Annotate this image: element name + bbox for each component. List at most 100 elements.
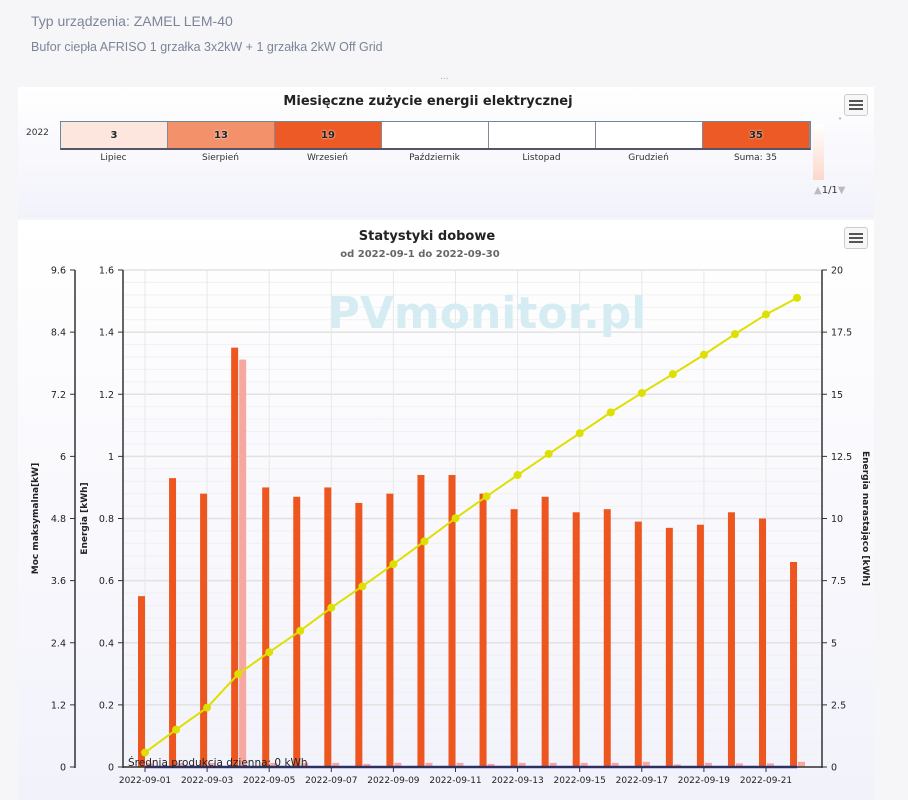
cumulative-tick-label: 12.5 <box>831 452 852 463</box>
energy-bar <box>355 502 363 767</box>
heatmap-month-label: Sierpień <box>202 153 239 163</box>
heatmap-cell[interactable] <box>382 122 489 148</box>
cumulative-tick-label: 2.5 <box>831 700 846 711</box>
energy-bar <box>541 496 549 767</box>
daily-chart: Statystyki dobowe od 2022-09-1 do 2022-0… <box>31 229 870 786</box>
max-power-bar <box>673 764 681 767</box>
energy-bar <box>324 487 332 767</box>
heatmap-cell[interactable]: 3 <box>61 122 168 148</box>
cumulative-tick-label: 15 <box>831 390 843 401</box>
energy-tick-label: 1.6 <box>99 266 114 277</box>
cumulative-point <box>482 492 491 501</box>
energy-bar <box>200 493 208 767</box>
power-tick-label: 4.8 <box>51 514 66 525</box>
more-indicator[interactable]: ... <box>440 72 449 82</box>
energy-bar <box>479 493 487 767</box>
pager-text: 1/1 <box>821 185 838 196</box>
max-power-bar <box>580 762 588 767</box>
power-tick-label: 9.6 <box>51 266 66 277</box>
power-tick-label: 8.4 <box>51 328 66 339</box>
max-power-bar <box>394 762 402 767</box>
max-power-bar <box>363 763 371 767</box>
cumulative-point <box>699 350 708 359</box>
heatmap-month-label: Listopad <box>522 153 561 163</box>
energy-tick-label: 0 <box>108 763 114 774</box>
heatmap-cell[interactable]: 19 <box>275 122 382 148</box>
hamburger-icon[interactable] <box>844 227 868 249</box>
cumulative-point <box>327 603 336 612</box>
max-power-bar <box>177 762 185 767</box>
cumulative-tick-label: 5 <box>831 638 837 649</box>
x-tick-label: 2022-09-21 <box>740 776 792 786</box>
cumulative-tick-label: 17.5 <box>831 328 852 339</box>
heatmap-cell[interactable] <box>489 122 596 148</box>
x-tick-label: 2022-09-19 <box>678 776 731 786</box>
cumulative-point <box>451 514 460 523</box>
cumulative-point <box>606 408 615 417</box>
chart-title: Statystyki dobowe <box>359 229 496 244</box>
heatmap-cell[interactable]: 35 <box>703 122 810 148</box>
max-power-bar <box>456 762 464 767</box>
energy-bar <box>386 493 394 767</box>
x-tick-label: 2022-09-07 <box>305 776 357 786</box>
cumulative-point <box>203 703 212 712</box>
chart-subtitle: od 2022-09-1 do 2022-09-30 <box>340 249 500 260</box>
cumulative-tick-label: 7.5 <box>831 576 846 587</box>
heatmap-month-label: Wrzesień <box>307 153 348 163</box>
energy-bar <box>262 487 270 767</box>
hamburger-icon[interactable] <box>844 94 868 116</box>
pager-down-icon[interactable]: ▼ <box>837 185 846 196</box>
device-type: Typ urządzenia: ZAMEL LEM-40 <box>31 13 233 29</box>
cumulative-point <box>637 389 646 398</box>
energy-bar <box>138 596 145 767</box>
cumulative-point <box>141 748 149 757</box>
energy-bar <box>665 527 673 767</box>
daily-stats-panel: Statystyki dobowe od 2022-09-1 do 2022-0… <box>18 220 874 800</box>
heatmap-cell[interactable]: 13 <box>168 122 275 148</box>
legend-pager: ▲1/1▼ <box>814 185 846 196</box>
x-tick-label: 2022-09-13 <box>491 776 543 786</box>
energy-bar <box>634 521 642 767</box>
cumulative-point <box>575 429 584 438</box>
power-tick-label: 7.2 <box>51 390 66 401</box>
cumulative-point <box>544 449 553 458</box>
cumulative-point <box>358 582 367 591</box>
energy-tick-label: 1.2 <box>99 390 114 401</box>
power-tick-label: 2.4 <box>51 638 66 649</box>
cumulative-tick-label: 20 <box>831 266 843 277</box>
pager-up-icon[interactable]: ▲ <box>814 185 822 196</box>
energy-bar <box>231 347 239 767</box>
x-tick-label: 2022-09-03 <box>181 776 233 786</box>
max-power-bar <box>518 762 526 767</box>
heatmap-title: Miesięczne zużycie energii elektrycznej <box>283 94 573 109</box>
max-power-bar <box>642 761 650 767</box>
power-tick-label: 6 <box>60 452 66 463</box>
x-tick-label: 2022-09-15 <box>554 776 606 786</box>
energy-tick-label: 1.4 <box>99 328 114 339</box>
energy-bar <box>603 509 611 767</box>
heatmap-month-label: Grudzień <box>628 153 669 163</box>
cumulative-axis-title: Energia narastająco [kWh] <box>860 451 870 586</box>
power-axis-title: Moc maksymalna[kW] <box>31 463 41 574</box>
energy-bar <box>417 475 425 767</box>
watermark: PVmonitor.pl <box>328 288 647 339</box>
max-power-bar <box>611 762 619 767</box>
energy-axis-title: Energia [kWh] <box>80 482 90 554</box>
cumulative-point <box>793 293 802 302</box>
max-power-bar <box>208 762 216 767</box>
cumulative-point <box>389 560 398 569</box>
energy-tick-label: 1 <box>108 452 114 463</box>
max-power-bar <box>146 762 153 767</box>
heatmap-cell[interactable] <box>596 122 703 148</box>
color-legend <box>813 124 824 180</box>
energy-bar <box>759 518 766 767</box>
device-description: Bufor ciepła AFRISO 1 grzałka 3x2kW + 1 … <box>31 40 383 54</box>
energy-bar <box>727 512 735 767</box>
max-power-bar <box>425 762 433 767</box>
energy-bar <box>572 512 580 767</box>
energy-tick-label: 0.2 <box>99 700 114 711</box>
cumulative-point <box>762 310 770 319</box>
x-tick-label: 2022-09-05 <box>243 776 295 786</box>
cumulative-point <box>513 471 522 480</box>
x-tick-label: 2022-09-17 <box>616 776 668 786</box>
